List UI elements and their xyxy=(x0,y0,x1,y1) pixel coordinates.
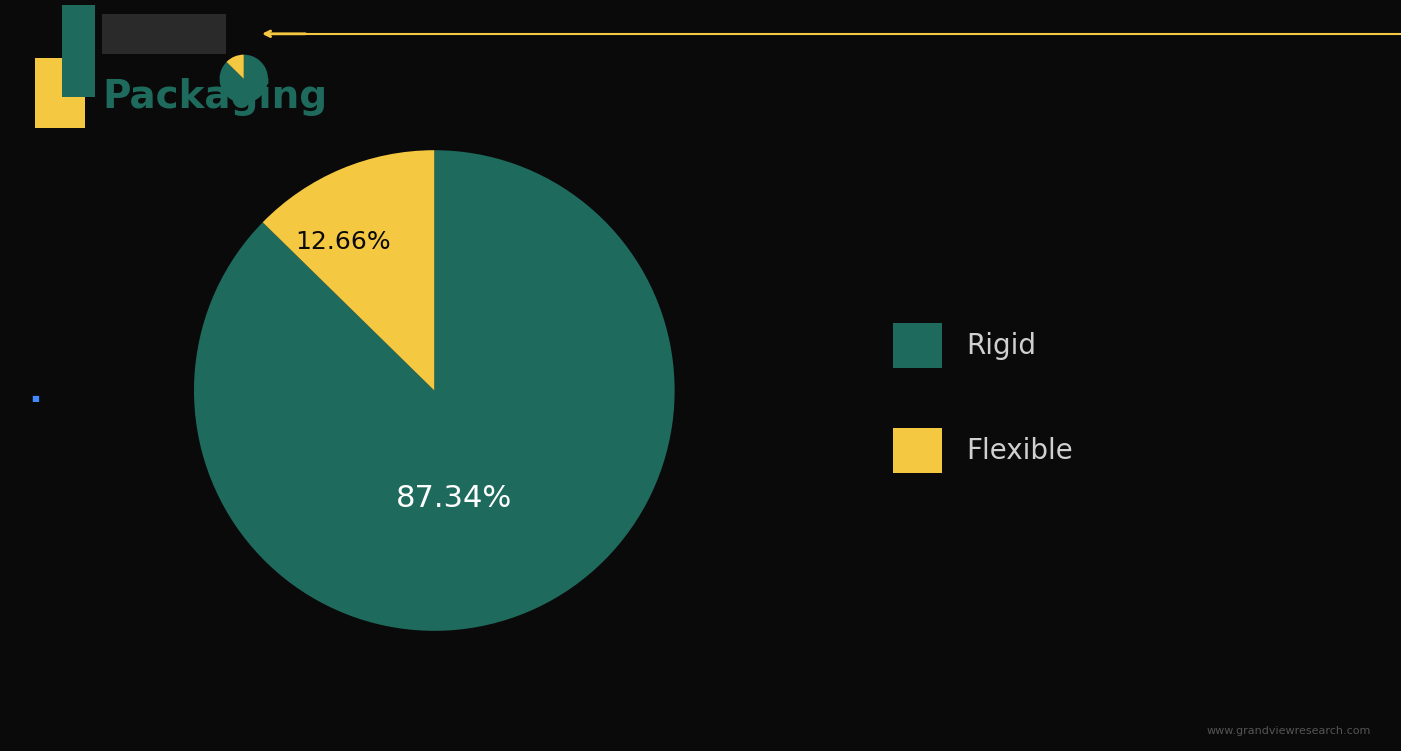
Text: Flexible: Flexible xyxy=(967,437,1073,465)
Bar xyxy=(62,5,95,98)
Text: Rigid: Rigid xyxy=(967,332,1037,360)
Wedge shape xyxy=(220,55,268,103)
Wedge shape xyxy=(193,150,675,631)
Bar xyxy=(894,323,941,368)
Wedge shape xyxy=(262,150,434,391)
Text: ■: ■ xyxy=(31,394,39,403)
Text: 12.66%: 12.66% xyxy=(296,230,391,254)
Bar xyxy=(102,14,226,54)
Bar xyxy=(894,429,941,473)
Text: Packaging: Packaging xyxy=(102,78,328,116)
Text: 87.34%: 87.34% xyxy=(395,484,511,513)
Text: www.grandviewresearch.com: www.grandviewresearch.com xyxy=(1206,726,1372,736)
Bar xyxy=(35,58,85,128)
Wedge shape xyxy=(227,55,244,79)
